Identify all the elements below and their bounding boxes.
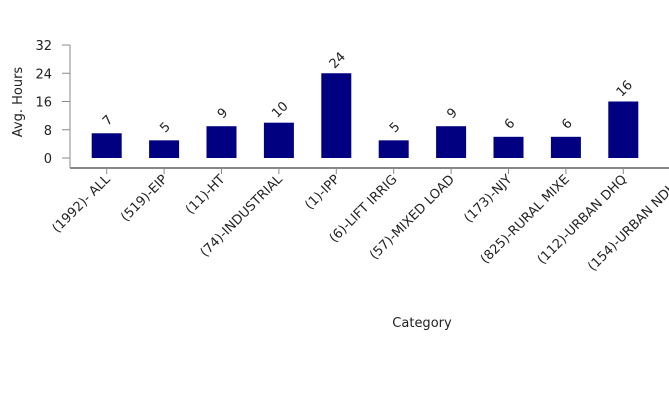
bar — [493, 136, 524, 158]
x-axis-title: Category — [392, 316, 452, 331]
bar — [91, 133, 122, 158]
data-label: 10 — [269, 99, 291, 121]
data-label: 16 — [614, 78, 636, 100]
y-tick-label: 8 — [44, 124, 52, 139]
bar — [608, 101, 639, 158]
bar — [263, 122, 294, 158]
data-label: 5 — [387, 120, 403, 136]
data-label: 5 — [157, 120, 173, 136]
bar — [436, 126, 467, 158]
data-label: 6 — [559, 116, 575, 132]
x-tick-label: (173)-NJY — [461, 172, 515, 226]
y-tick-label: 32 — [35, 39, 52, 54]
data-label: 9 — [215, 106, 231, 122]
bar — [378, 140, 409, 158]
bar — [321, 73, 352, 158]
x-tick-label: (519)-EIP — [118, 172, 171, 225]
bar — [550, 136, 581, 158]
y-axis-title: Avg. Hours — [11, 67, 26, 138]
data-label: 6 — [502, 116, 518, 132]
x-tick-label: (154)-URBAN NDHQ — [585, 172, 669, 274]
y-tick-label: 0 — [44, 152, 52, 167]
y-tick-label: 16 — [35, 96, 52, 111]
x-tick-label: (1992)- ALL — [50, 172, 114, 236]
x-tick-label: (1)-IPP — [302, 172, 343, 213]
x-tick-label: (11)-HT — [183, 172, 228, 217]
y-tick-label: 24 — [35, 67, 52, 82]
data-label: 24 — [327, 50, 349, 72]
bar — [206, 126, 237, 158]
bar — [149, 140, 180, 158]
data-label: 9 — [444, 106, 460, 122]
data-label: 7 — [100, 113, 116, 129]
